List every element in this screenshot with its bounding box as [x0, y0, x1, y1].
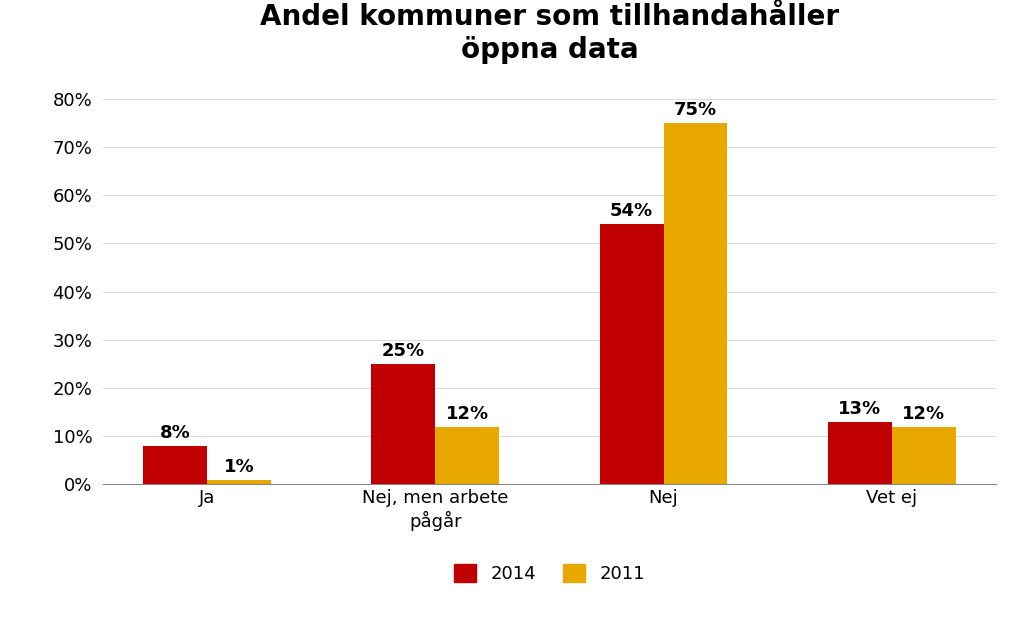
Bar: [435, 427, 499, 484]
Title: Andel kommuner som tillhandahåller
öppna data: Andel kommuner som tillhandahåller öppna…: [260, 4, 839, 64]
Bar: [372, 364, 435, 484]
Text: 1%: 1%: [224, 458, 255, 476]
Bar: [207, 479, 271, 484]
Text: 13%: 13%: [838, 400, 881, 418]
Text: 12%: 12%: [902, 405, 945, 423]
Text: 25%: 25%: [382, 342, 425, 360]
Bar: [663, 123, 727, 484]
Legend: 2014, 2011: 2014, 2011: [447, 556, 652, 590]
Text: 54%: 54%: [610, 202, 653, 220]
Bar: [891, 427, 955, 484]
Text: 12%: 12%: [446, 405, 489, 423]
Text: 75%: 75%: [674, 101, 717, 119]
Text: 8%: 8%: [160, 424, 191, 442]
Bar: [144, 446, 207, 484]
Bar: [828, 422, 891, 484]
Bar: [600, 224, 663, 484]
